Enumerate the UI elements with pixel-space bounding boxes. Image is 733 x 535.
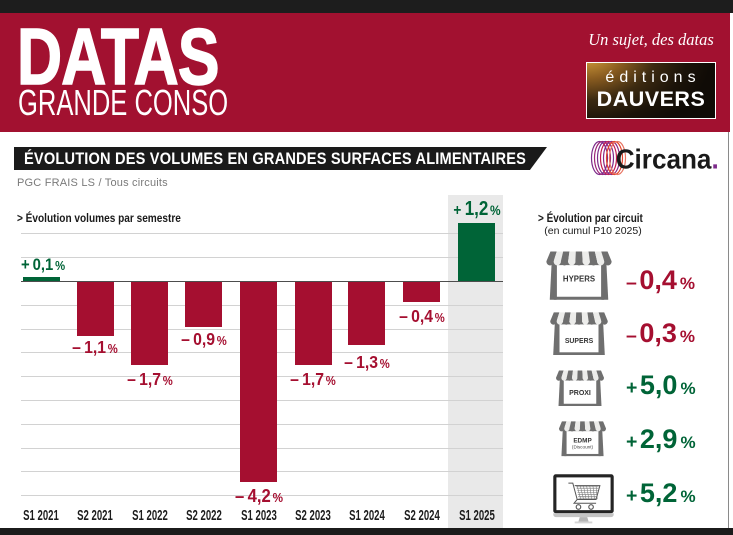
svg-text:SUPERS: SUPERS xyxy=(565,338,594,345)
svg-text:Circana.: Circana. xyxy=(616,144,719,175)
svg-text:PROXI: PROXI xyxy=(569,390,591,397)
svg-text:EDMP: EDMP xyxy=(573,437,592,444)
svg-text:(Discount): (Discount) xyxy=(572,445,594,450)
svg-text:HYPERS: HYPERS xyxy=(563,274,595,283)
